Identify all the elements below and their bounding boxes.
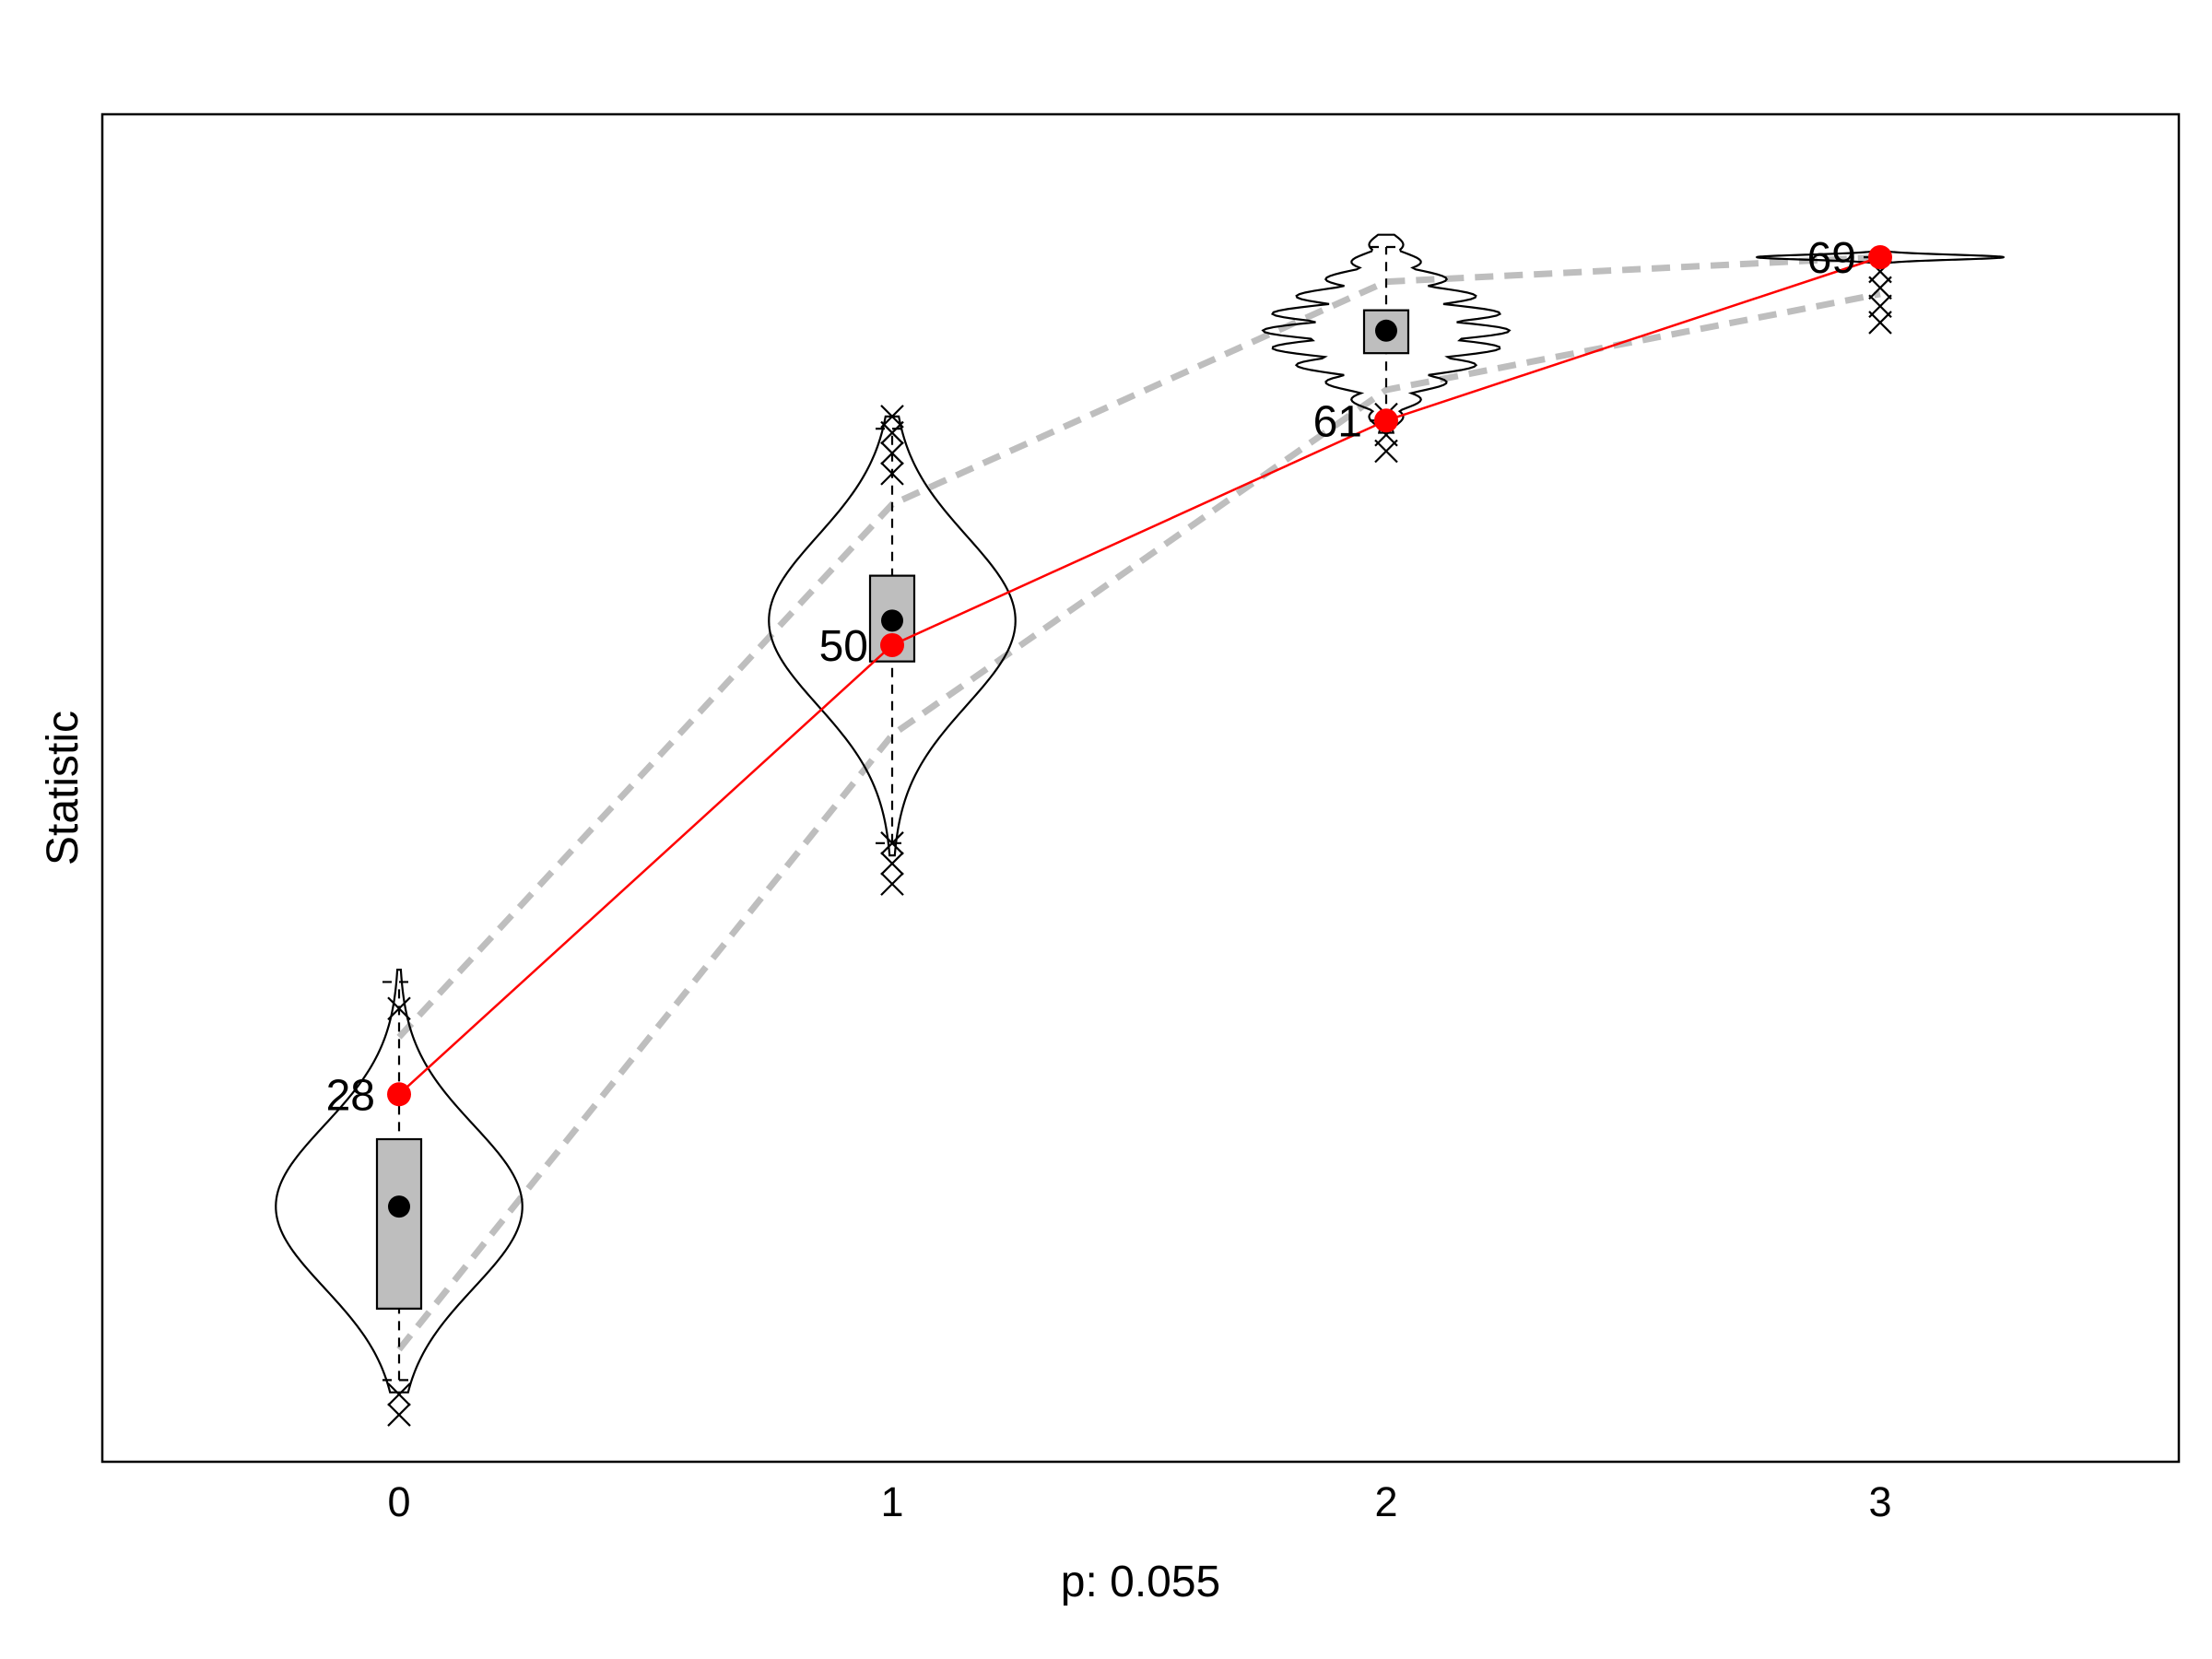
highlight-point <box>880 632 904 657</box>
outlier-stroke <box>387 1403 411 1427</box>
outlier-stroke <box>1868 276 1892 300</box>
median-point <box>881 609 903 632</box>
outlier-stroke <box>880 852 904 876</box>
median-point <box>388 1195 410 1218</box>
highlight-point <box>387 1082 411 1107</box>
outlier-stroke <box>1868 311 1892 335</box>
outlier-stroke <box>880 831 904 855</box>
highlight-layer: 28 50 61 69 <box>326 234 1892 1120</box>
outlier-layer <box>387 259 1892 1427</box>
outlier-mark <box>880 405 904 429</box>
outlier-stroke <box>1868 294 1892 319</box>
outlier-stroke <box>880 441 904 465</box>
y-axis-label: Statistic <box>39 711 88 865</box>
outlier-stroke <box>1374 439 1398 464</box>
highlight-label: 50 <box>819 622 868 671</box>
outlier-stroke <box>880 405 904 429</box>
iqr-box <box>1362 309 1410 355</box>
outlier-stroke <box>880 462 904 486</box>
violin-layer <box>275 233 2006 1394</box>
highlight-point <box>1374 408 1398 433</box>
outlier-mark <box>880 852 904 876</box>
outlier-mark <box>880 872 904 896</box>
outlier-mark <box>1374 439 1398 464</box>
outlier-mark <box>1868 276 1892 300</box>
x-tick-label: 0 <box>387 1478 410 1525</box>
outlier-stroke <box>880 420 904 445</box>
outlier-mark <box>1868 294 1892 319</box>
highlight-point <box>1868 245 1892 270</box>
x-axis-label: p: 0.055 <box>1061 1558 1220 1606</box>
median-point <box>1375 319 1397 342</box>
x-tick-label: 1 <box>880 1478 903 1525</box>
violin-outline <box>768 415 1017 857</box>
x-tick-label: 3 <box>1868 1478 1891 1525</box>
violin-outline <box>1261 233 1512 434</box>
x-tick-label: 2 <box>1374 1478 1397 1525</box>
outlier-mark <box>880 831 904 855</box>
outlier-mark <box>387 1403 411 1427</box>
plot-frame <box>100 112 2181 1464</box>
lower-band-line <box>396 290 1881 1352</box>
highlight-label: 28 <box>326 1071 375 1120</box>
violin-outline <box>275 969 524 1394</box>
outlier-mark <box>387 1382 411 1406</box>
outlier-mark <box>387 996 411 1021</box>
outlier-mark <box>880 441 904 465</box>
outlier-mark <box>1868 311 1892 335</box>
outlier-stroke <box>387 996 411 1021</box>
iqr-box <box>375 1137 423 1310</box>
upper-band-line <box>396 253 1881 1040</box>
outlier-stroke <box>387 1382 411 1406</box>
outlier-mark <box>880 462 904 486</box>
highlight-label: 69 <box>1807 234 1856 283</box>
highlight-label: 61 <box>1313 397 1362 446</box>
outlier-mark <box>880 420 904 445</box>
highlight-line <box>398 255 1881 1096</box>
outlier-stroke <box>880 872 904 896</box>
x-axis-ticks: 0 1 2 3 <box>387 1478 1891 1525</box>
band-layer <box>396 253 1881 1352</box>
